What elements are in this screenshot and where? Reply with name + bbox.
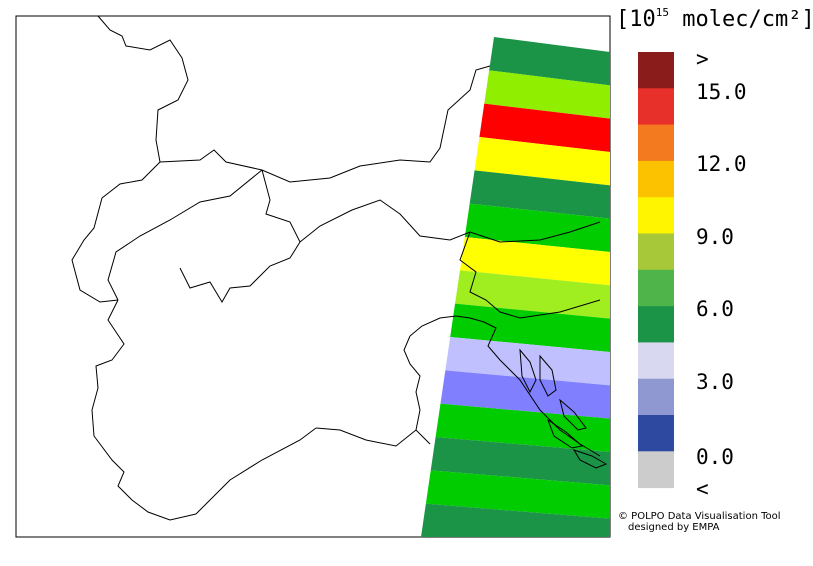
color-legend-labels: >15.0 12.0 9.0 6.0 3.0 0.0 < xyxy=(696,47,747,501)
swath-band xyxy=(489,37,610,86)
swath-band xyxy=(469,170,610,219)
swath-band xyxy=(430,437,610,486)
swath-band xyxy=(425,470,610,519)
island xyxy=(559,398,587,431)
legend-color-cell xyxy=(638,52,674,89)
swath-band xyxy=(445,337,610,386)
island xyxy=(539,354,557,397)
swath-band xyxy=(421,503,610,537)
legend-tick-label: 15.0 xyxy=(696,80,747,104)
legend-color-cell xyxy=(638,269,674,307)
legend-tick-label: 6.0 xyxy=(696,297,734,321)
border-ticino xyxy=(179,241,301,303)
legend-tick-label: 12.0 xyxy=(696,152,747,176)
border-switzerland-italy xyxy=(261,169,601,243)
island xyxy=(572,449,608,469)
swath-band xyxy=(464,203,610,252)
legend-color-cell xyxy=(638,415,674,452)
legend-color-cell xyxy=(638,451,674,489)
border-switzerland-south xyxy=(71,161,161,303)
legend-color-cell xyxy=(638,160,674,198)
coast-ligurian xyxy=(195,427,317,515)
croatian-islands xyxy=(519,348,608,469)
border-italy-inner xyxy=(315,427,431,447)
island xyxy=(519,348,537,394)
credit-line-1: © POLPO Data Visualisation Tool xyxy=(618,511,781,522)
legend-color-cell xyxy=(638,88,674,126)
swath-band xyxy=(435,403,610,452)
legend-tick-label: 9.0 xyxy=(696,225,734,249)
satellite-swath xyxy=(421,37,610,537)
country-borders xyxy=(71,15,601,521)
credit-line-2: designed by EMPA xyxy=(628,522,720,533)
island xyxy=(546,418,584,449)
coast-venice-adriatic xyxy=(409,315,601,457)
legend-color-cell xyxy=(638,378,674,416)
legend-color-cell xyxy=(638,197,674,234)
coast-po-delta xyxy=(403,335,421,431)
legend-tick-label: 3.0 xyxy=(696,370,734,394)
legend-color-cell xyxy=(638,306,674,343)
swath-band xyxy=(459,237,610,286)
legend-over-symbol: > xyxy=(696,47,709,71)
credit-text: © POLPO Data Visualisation Tool designed … xyxy=(618,511,781,533)
border-slovenia xyxy=(459,231,601,319)
swath-band xyxy=(484,70,610,119)
legend-color-cell xyxy=(638,233,674,271)
legend-color-cell xyxy=(638,342,674,380)
legend-color-cell xyxy=(638,124,674,162)
legend-unit-label: [1015 molec/cm²] xyxy=(616,6,813,32)
swath-band xyxy=(450,303,610,352)
border-switzerland-west xyxy=(107,169,263,301)
legend-tick-label: 0.0 xyxy=(696,445,734,469)
swath-band xyxy=(474,137,610,186)
border-germany-switzerland xyxy=(159,65,491,183)
legend-under-symbol: < xyxy=(696,477,709,501)
swath-band xyxy=(479,103,610,152)
border-france-north xyxy=(97,15,189,163)
color-legend-bar xyxy=(638,52,674,489)
border-france-italy xyxy=(91,299,197,521)
